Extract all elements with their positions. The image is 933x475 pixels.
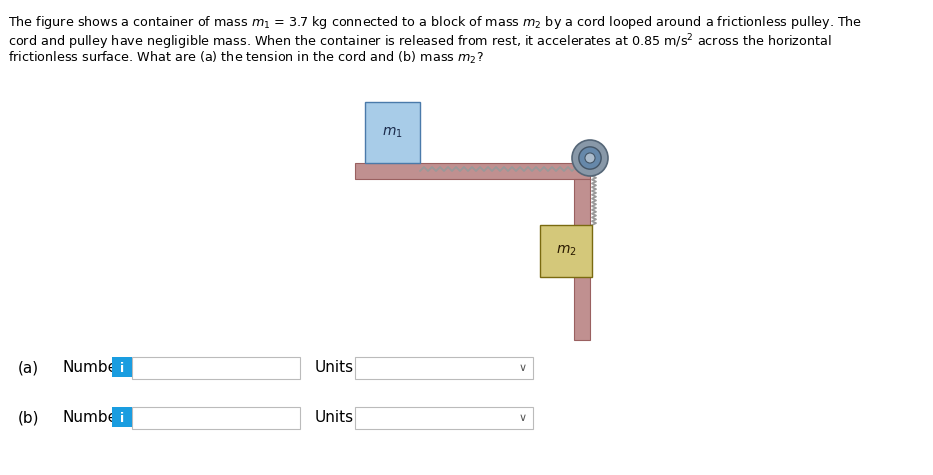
Bar <box>112 407 132 427</box>
Text: (b): (b) <box>18 410 39 426</box>
Bar <box>132 407 300 429</box>
Text: i: i <box>120 411 124 425</box>
Text: The figure shows a container of mass $m_1$ = 3.7 kg connected to a block of mass: The figure shows a container of mass $m_… <box>8 14 862 31</box>
Text: Number: Number <box>62 361 123 376</box>
Bar <box>365 102 420 163</box>
Text: $m_2$: $m_2$ <box>556 244 577 258</box>
Bar <box>112 357 132 377</box>
Text: $m_1$: $m_1$ <box>383 125 403 140</box>
Text: Units: Units <box>315 410 355 426</box>
Text: ∨: ∨ <box>519 363 527 373</box>
Bar <box>355 163 590 179</box>
Text: ∨: ∨ <box>519 413 527 423</box>
Bar <box>355 357 533 379</box>
Text: cord and pulley have negligible mass. When the container is released from rest, : cord and pulley have negligible mass. Wh… <box>8 32 831 52</box>
Text: frictionless surface. What are (a) the tension in the cord and (b) mass $m_2$?: frictionless surface. What are (a) the t… <box>8 50 483 66</box>
Bar <box>574 179 590 340</box>
Bar <box>132 357 300 379</box>
Circle shape <box>578 147 601 169</box>
Text: (a): (a) <box>18 361 39 376</box>
Bar <box>540 225 592 277</box>
Circle shape <box>585 153 595 163</box>
Circle shape <box>572 140 608 176</box>
Bar <box>355 407 533 429</box>
Text: i: i <box>120 361 124 374</box>
Text: Units: Units <box>315 361 355 376</box>
Text: Number: Number <box>62 410 123 426</box>
